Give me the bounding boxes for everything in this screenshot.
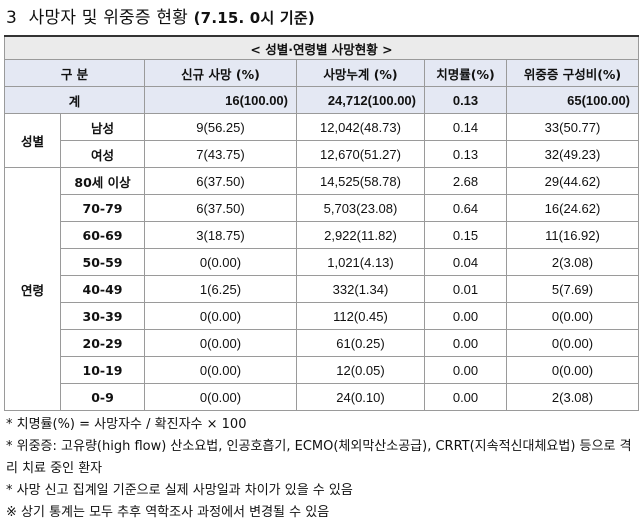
sex-group-label: 성별 [4, 113, 61, 168]
cell-new-deaths: 0(0.00) [144, 383, 297, 411]
footnote: * 위중증: 고유량(high flow) 산소요법, 인공호흡기, ECMO(… [6, 439, 632, 476]
cell-fatality: 0.04 [424, 248, 507, 276]
cell-cumulative: 332(1.34) [296, 275, 425, 303]
cell-new-deaths: 0(0.00) [144, 329, 297, 357]
table-row: 70-79 6(37.50) 5,703(23.08) 0.64 16(24.62) [5, 194, 640, 222]
cell-cumulative: 5,703(23.08) [296, 194, 425, 222]
cell-severe: 0(0.00) [505, 329, 640, 357]
cell-fatality: 0.00 [424, 302, 507, 330]
cell-fatality: 0.00 [424, 329, 507, 357]
header-category: 구 분 [4, 59, 145, 87]
cell-severe: 2(3.08) [505, 383, 640, 411]
table-row: 40-49 1(6.25) 332(1.34) 0.01 5(7.69) [5, 275, 640, 303]
row-label: 0-9 [60, 383, 145, 411]
death-stats-table: < 성별·연령별 사망현황 > 구 분 신규 사망 (%) 사망누계 (%) 치… [3, 35, 640, 411]
cell-severe: 2(3.08) [505, 248, 640, 276]
header-cumulative: 사망누계 (%) [296, 59, 425, 87]
table-row: 50-59 0(0.00) 1,021(4.13) 0.04 2(3.08) [5, 248, 640, 276]
cell-severe: 29(44.62) [505, 167, 640, 195]
title-main: 사망자 및 위중증 현황 [28, 8, 189, 28]
row-label: 30-39 [60, 302, 145, 330]
cell-new-deaths: 1(6.25) [144, 275, 297, 303]
row-label: 80세 이상 [60, 167, 145, 195]
total-new-deaths: 16(100.00) [144, 86, 297, 114]
cell-new-deaths: 0(0.00) [144, 356, 297, 384]
cell-severe: 33(50.77) [505, 113, 640, 141]
table-row: 성별 남성 9(56.25) 12,042(48.73) 0.14 33(50.… [4, 113, 640, 168]
cell-new-deaths: 7(43.75) [144, 140, 297, 168]
cell-severe: 0(0.00) [505, 356, 640, 384]
row-label: 20-29 [60, 329, 145, 357]
total-severe: 65(100.00) [505, 86, 640, 114]
table-row: 20-29 0(0.00) 61(0.25) 0.00 0(0.00) [5, 329, 640, 357]
row-label: 40-49 [60, 275, 145, 303]
cell-fatality: 0.13 [424, 140, 507, 168]
cell-new-deaths: 3(18.75) [144, 221, 297, 249]
row-label: 여성 [60, 140, 145, 168]
age-group-label: 연령 [4, 167, 61, 411]
cell-severe: 5(7.69) [505, 275, 640, 303]
cell-severe: 11(16.92) [505, 221, 640, 249]
table-row: 10-19 0(0.00) 12(0.05) 0.00 0(0.00) [5, 356, 640, 384]
cell-cumulative: 1,021(4.13) [296, 248, 425, 276]
total-fatality: 0.13 [424, 86, 507, 114]
cell-cumulative: 12,670(51.27) [296, 140, 425, 168]
cell-new-deaths: 0(0.00) [144, 248, 297, 276]
cell-cumulative: 112(0.45) [296, 302, 425, 330]
total-label: 계 [4, 86, 145, 114]
page-title: 3 사망자 및 위중증 현황 (7.15. 0시 기준) [6, 6, 315, 30]
row-label: 70-79 [60, 194, 145, 222]
total-cumulative: 24,712(100.00) [296, 86, 425, 114]
cell-severe: 0(0.00) [505, 302, 640, 330]
table-row: 60-69 3(18.75) 2,922(11.82) 0.15 11(16.92) [5, 221, 640, 249]
row-label: 남성 [60, 113, 145, 141]
footnote: ※ 상기 통계는 모두 추후 역학조사 과정에서 변경될 수 있음 [6, 505, 330, 520]
cell-fatality: 0.15 [424, 221, 507, 249]
cell-new-deaths: 0(0.00) [144, 302, 297, 330]
cell-fatality: 0.01 [424, 275, 507, 303]
cell-fatality: 0.00 [424, 383, 507, 411]
table-row: 연령 80세 이상 6(37.50) 14,525(58.78) 2.68 29(44.6… [4, 167, 640, 411]
cell-new-deaths: 6(37.50) [144, 167, 297, 195]
table-caption: < 성별·연령별 사망현황 > [3, 35, 640, 60]
footnotes: * 치명률(%) = 사망자수 / 확진자수 × 100 * 위중증: 고유량(… [6, 414, 640, 524]
cell-fatality: 0.14 [424, 113, 507, 141]
footnote: * 치명률(%) = 사망자수 / 확진자수 × 100 [6, 417, 247, 432]
total-row: 계 16(100.00) 24,712(100.00) 0.13 65(100.… [4, 86, 640, 114]
cell-cumulative: 2,922(11.82) [296, 221, 425, 249]
header-severe: 위중증 구성비(%) [505, 59, 640, 87]
cell-severe: 32(49.23) [505, 140, 640, 168]
cell-severe: 16(24.62) [505, 194, 640, 222]
title-date: (7.15. 0시 기준) [193, 9, 315, 27]
row-label: 10-19 [60, 356, 145, 384]
cell-new-deaths: 6(37.50) [144, 194, 297, 222]
cell-cumulative: 14,525(58.78) [296, 167, 425, 195]
header-fatality: 치명률(%) [424, 59, 507, 87]
footnote: * 사망 신고 집계일 기준으로 실제 사망일과 차이가 있을 수 있음 [6, 483, 353, 498]
row-label: 60-69 [60, 221, 145, 249]
cell-cumulative: 12(0.05) [296, 356, 425, 384]
section-number: 3 [6, 8, 18, 28]
table-row: 여성 7(43.75) 12,670(51.27) 0.13 32(49.23) [5, 140, 640, 168]
table-row: 0-9 0(0.00) 24(0.10) 0.00 2(3.08) [5, 383, 640, 411]
cell-cumulative: 61(0.25) [296, 329, 425, 357]
table-header-row: 구 분 신규 사망 (%) 사망누계 (%) 치명률(%) 위중증 구성비(%) [4, 59, 640, 87]
header-new-deaths: 신규 사망 (%) [144, 59, 297, 87]
cell-cumulative: 12,042(48.73) [296, 113, 425, 141]
table-row: 30-39 0(0.00) 112(0.45) 0.00 0(0.00) [5, 302, 640, 330]
cell-fatality: 0.00 [424, 356, 507, 384]
cell-fatality: 2.68 [424, 167, 507, 195]
row-label: 50-59 [60, 248, 145, 276]
cell-new-deaths: 9(56.25) [144, 113, 297, 141]
cell-fatality: 0.64 [424, 194, 507, 222]
cell-cumulative: 24(0.10) [296, 383, 425, 411]
